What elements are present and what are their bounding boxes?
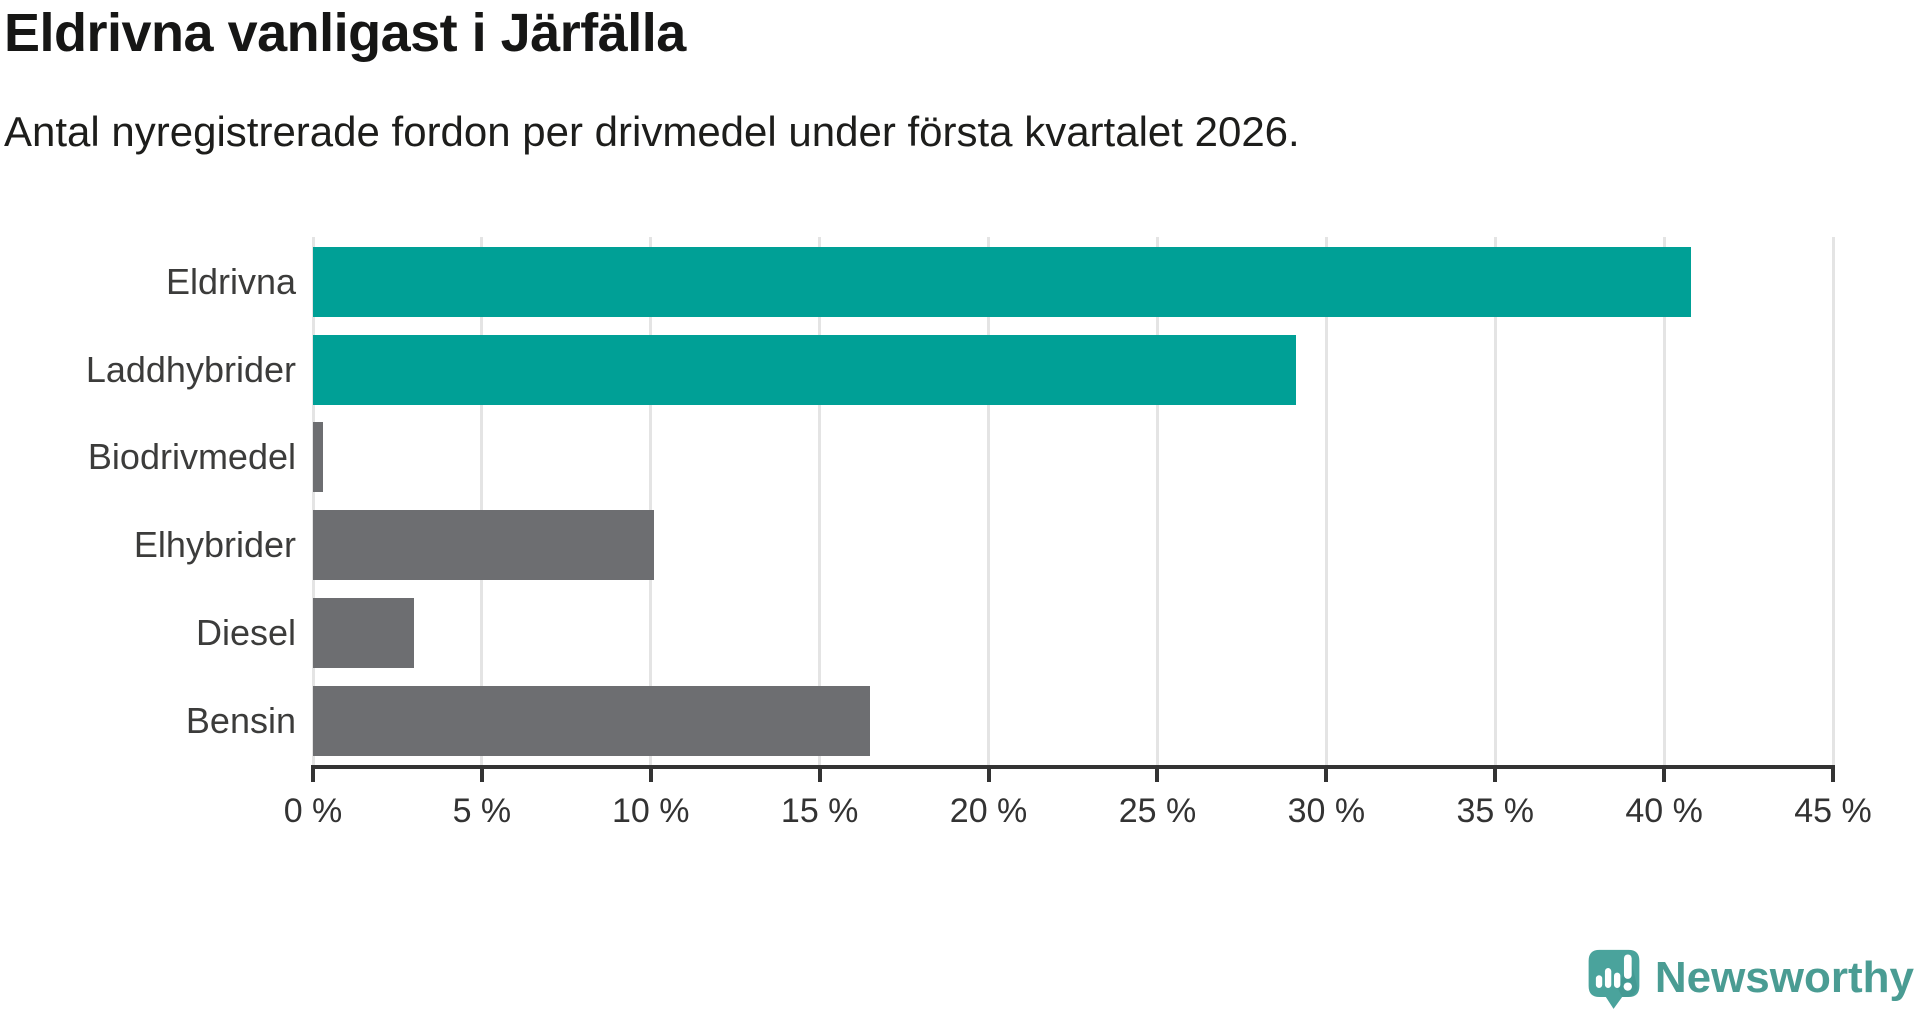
x-axis-line [311,765,1835,769]
gridline-0 [311,237,315,765]
x-axis-tick-25 [1155,769,1160,782]
gridline-10 [649,237,653,765]
newsworthy-brand: Newsworthy [1585,946,1914,1010]
x-axis-tick-10 [648,769,653,782]
gridline-15 [818,237,822,765]
x-tick-label-30: 30 % [1287,792,1366,830]
x-tick-label-5: 5 % [452,792,512,830]
x-axis-tick-0 [311,769,315,782]
category-label-elhybrider: Elhybrider [133,524,296,566]
x-axis-tick-15 [817,769,822,782]
gridline-30 [1324,237,1328,765]
x-axis-tick-35 [1493,769,1498,782]
gridline-25 [1155,237,1159,765]
bar-diesel [313,597,415,668]
category-label-laddhybrider: Laddhybrider [85,348,296,390]
x-tick-label-15: 15 % [780,792,859,830]
bar-bensin [313,685,871,756]
bar-laddhybrider [313,334,1296,405]
brand-name: Newsworthy [1654,953,1914,1002]
bar-elhybrider [313,510,655,581]
bar-eldrivna [313,247,1692,317]
x-axis-tick-30 [1324,769,1329,782]
x-tick-label-0: 0 % [283,792,343,830]
gridline-5 [480,237,484,765]
x-tick-label-40: 40 % [1625,792,1703,830]
gridline-40 [1662,237,1666,765]
x-axis-tick-5 [479,769,484,782]
chart-title: Eldrivna vanligast i Järfälla [4,3,686,63]
gridline-20 [987,237,991,765]
newsworthy-bubble-chart-icon [1588,949,1640,1009]
x-axis-tick-20 [986,769,991,782]
x-tick-label-45: 45 % [1794,792,1872,830]
gridline-45 [1831,237,1835,765]
x-axis-tick-45 [1831,769,1835,782]
x-tick-label-10: 10 % [612,792,690,830]
category-label-bensin: Bensin [185,699,296,741]
x-tick-label-20: 20 % [949,792,1028,830]
x-tick-label-35: 35 % [1456,792,1534,830]
category-label-diesel: Diesel [195,611,296,653]
category-label-eldrivna: Eldrivna [165,261,296,302]
chart-subtitle: Antal nyregistrerade fordon per drivmede… [4,108,1300,155]
x-tick-label-25: 25 % [1118,792,1197,830]
gridline-35 [1493,237,1497,765]
category-label-biodrivmedel: Biodrivmedel [87,436,296,478]
bar-biodrivmedel [313,422,324,493]
x-axis-tick-40 [1662,769,1667,782]
